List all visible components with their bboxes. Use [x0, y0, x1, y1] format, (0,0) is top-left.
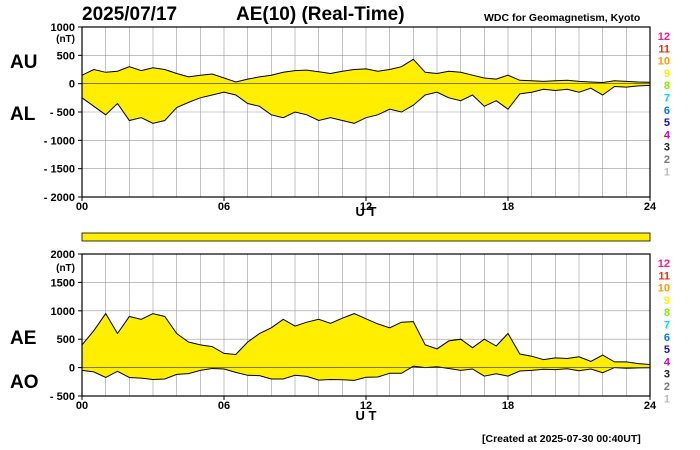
x-axis-label: U T	[356, 204, 377, 219]
y-tick-label: 0	[69, 363, 75, 375]
station-count-4: 4	[664, 129, 671, 141]
series-line-au	[81, 58, 651, 84]
y-tick-label: - 1500	[44, 164, 75, 176]
station-count-10: 10	[658, 56, 670, 68]
station-count-5: 5	[664, 344, 670, 356]
station-count-8: 8	[664, 307, 670, 319]
band-fill	[82, 313, 650, 381]
station-count-11: 11	[658, 270, 670, 282]
station-count-12: 12	[658, 31, 670, 43]
station-count-2: 2	[664, 154, 670, 166]
y-tick-label: - 500	[50, 107, 75, 119]
x-tick-label: 12	[360, 400, 372, 412]
ao-label: AO	[10, 372, 39, 393]
station-count-3: 3	[664, 142, 670, 154]
date-title: 2025/07/17	[82, 4, 178, 25]
station-count-5: 5	[664, 117, 670, 129]
station-count-7: 7	[664, 93, 670, 105]
y-tick-label: 500	[57, 334, 75, 346]
station-count-3: 3	[664, 369, 670, 381]
y-tick-label: 1000	[51, 306, 75, 318]
y-tick-label: - 500	[50, 391, 75, 403]
station-count-2: 2	[664, 381, 670, 393]
x-tick-label: 18	[502, 201, 514, 213]
station-count-9: 9	[664, 295, 670, 307]
station-count-10: 10	[658, 283, 670, 295]
y-unit-label: (nT)	[56, 263, 75, 274]
station-count-12: 12	[658, 258, 670, 270]
station-count-11: 11	[658, 43, 670, 55]
x-tick-label: 00	[76, 201, 88, 213]
x-tick-label: 24	[644, 201, 657, 213]
y-tick-label: 500	[57, 50, 75, 62]
x-tick-label: 06	[218, 400, 230, 412]
source-label: WDC for Geomagnetism, Kyoto	[484, 12, 641, 24]
y-tick-label: 2000	[51, 249, 75, 261]
y-tick-label: 1000	[51, 22, 75, 34]
x-tick-label: 18	[502, 400, 514, 412]
x-axis-label: U T	[356, 408, 377, 423]
station-count-1: 1	[664, 166, 670, 178]
station-count-1: 1	[664, 393, 670, 405]
index-title: AE(10) (Real-Time)	[236, 4, 405, 25]
station-count-8: 8	[664, 80, 670, 92]
x-tick-label: 00	[76, 400, 88, 412]
station-coverage-bar	[81, 232, 651, 242]
station-count-9: 9	[664, 68, 670, 80]
series-line-ao	[81, 365, 651, 381]
station-count-6: 6	[664, 332, 670, 344]
x-tick-label: 06	[218, 201, 230, 213]
al-label: AL	[10, 104, 36, 125]
x-tick-label: 12	[360, 201, 372, 213]
created-timestamp: [Created at 2025-07-30 00:40UT]	[482, 433, 641, 445]
y-unit-label: (nT)	[56, 34, 75, 45]
y-tick-label: - 1000	[44, 135, 75, 147]
y-tick-label: 1500	[51, 277, 75, 289]
ae-label: AE	[10, 328, 37, 349]
y-tick-label: 0	[69, 79, 75, 91]
x-tick-label: 24	[644, 400, 657, 412]
series-line-al	[81, 84, 651, 124]
station-count-6: 6	[664, 105, 670, 117]
y-tick-label: - 2000	[44, 192, 75, 204]
station-count-7: 7	[664, 320, 670, 332]
au-label: AU	[10, 52, 38, 73]
station-count-4: 4	[664, 356, 671, 368]
series-line-ae	[81, 312, 651, 365]
